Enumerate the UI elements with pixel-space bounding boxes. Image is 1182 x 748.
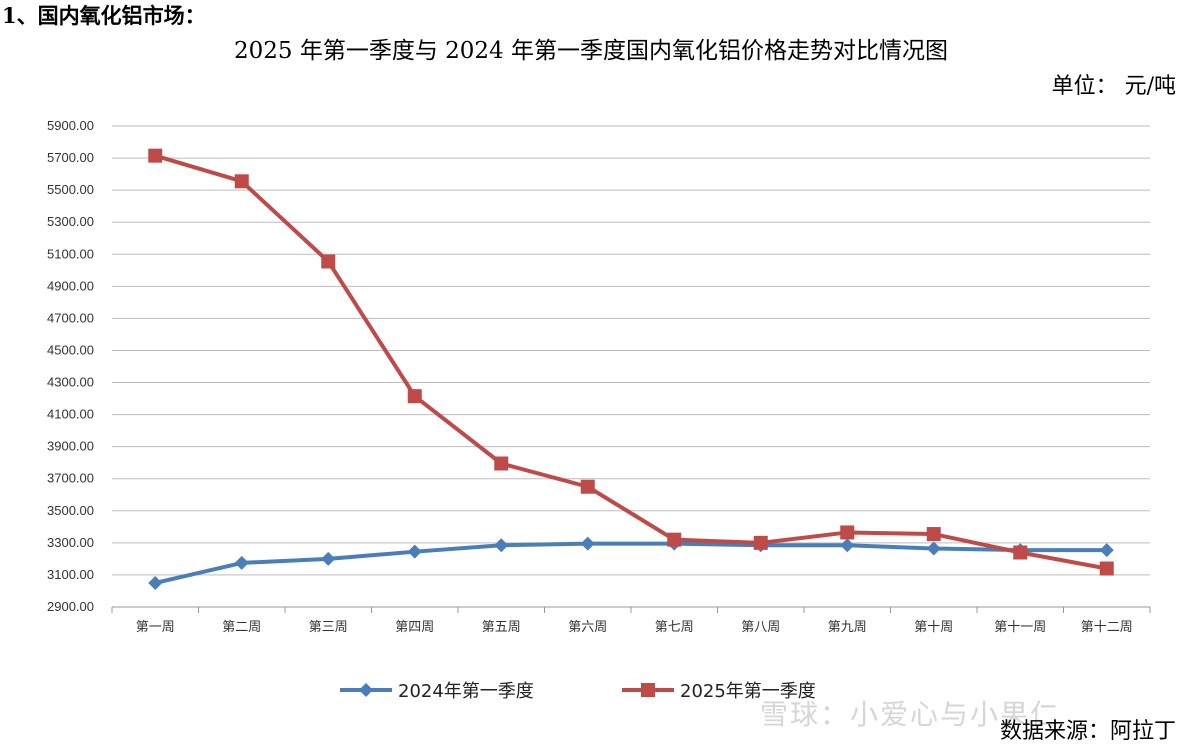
x-tick-label: 第六周 <box>568 619 607 634</box>
series-group <box>148 148 1114 590</box>
y-tick-label: 5700.00 <box>47 150 94 165</box>
y-tick-label: 3100.00 <box>47 567 94 582</box>
x-tick-label: 第十一周 <box>994 619 1046 634</box>
x-tick-label: 第九周 <box>828 619 867 634</box>
data-point <box>840 525 855 540</box>
y-tick-label: 4100.00 <box>47 407 94 422</box>
data-point <box>234 555 249 570</box>
x-tick-label: 第二周 <box>222 619 261 634</box>
data-point <box>926 527 941 542</box>
grid-lines <box>112 125 1150 608</box>
x-tick-label: 第十二周 <box>1081 619 1133 634</box>
data-point <box>321 551 336 566</box>
data-source: 数据来源：阿拉丁 <box>999 719 1176 744</box>
y-tick-label: 2900.00 <box>47 599 94 614</box>
data-point <box>494 456 509 471</box>
data-point <box>148 148 163 163</box>
x-tick-label: 第一周 <box>136 619 175 634</box>
y-tick-label: 4700.00 <box>47 310 94 325</box>
legend-marker <box>359 683 373 697</box>
y-tick-label: 3300.00 <box>47 535 94 550</box>
unit-label: 单位： 元/吨 <box>1051 74 1176 99</box>
section-heading: 1、国内氧化铝市场： <box>2 3 206 28</box>
legend-marker <box>641 683 655 697</box>
series-line <box>154 541 1107 585</box>
data-point <box>1099 543 1114 558</box>
y-tick-label: 4500.00 <box>47 342 94 357</box>
data-point <box>753 535 768 550</box>
y-tick-label: 3900.00 <box>47 439 94 454</box>
y-tick-label: 4300.00 <box>47 375 94 390</box>
data-point <box>667 532 682 547</box>
y-tick-label: 5500.00 <box>47 182 94 197</box>
data-point <box>148 575 163 590</box>
data-point <box>926 541 941 556</box>
y-tick-label: 3500.00 <box>47 503 94 518</box>
x-tick-label: 第八周 <box>741 619 780 634</box>
x-axis-ticks: 第一周 第二周 第三周 第四周 第五周 第六周 第七周 第八周 第九周 第十周 第十一周 第十二周 <box>111 607 1151 634</box>
chart-title: 2025 年第一季度与 2024 年第一季度国内氧化铝价格走势对比情况图 <box>234 38 948 64</box>
legend: 2024年第一季度 2025年第一季度 <box>340 681 816 702</box>
x-tick-label: 第三周 <box>309 619 348 634</box>
x-tick-label: 第五周 <box>482 619 521 634</box>
y-tick-label: 5300.00 <box>47 214 94 229</box>
y-axis-ticks: 2900.00 3100.00 3300.00 3500.00 3700.00 3900.… <box>47 118 94 614</box>
data-point <box>580 479 595 494</box>
data-point <box>1013 545 1028 560</box>
data-point <box>840 538 855 553</box>
data-point <box>234 174 249 189</box>
y-tick-label: 4900.00 <box>47 278 94 293</box>
x-tick-label: 第七周 <box>655 619 694 634</box>
data-point <box>407 544 422 559</box>
y-tick-label: 5100.00 <box>47 246 94 261</box>
x-tick-label: 第十周 <box>914 619 953 634</box>
y-tick-label: 5900.00 <box>47 118 94 133</box>
data-point <box>1099 561 1114 576</box>
legend-label: 2024年第一季度 <box>398 681 534 702</box>
data-point <box>580 536 595 551</box>
data-point <box>494 538 509 553</box>
watermark: 雪球：小爱心与小果仁 <box>760 698 1061 731</box>
series-line <box>154 153 1108 571</box>
x-tick-label: 第四周 <box>395 619 434 634</box>
legend-label: 2025年第一季度 <box>680 681 816 702</box>
data-point <box>407 389 422 404</box>
data-point <box>321 254 336 269</box>
y-tick-label: 3700.00 <box>47 471 94 486</box>
